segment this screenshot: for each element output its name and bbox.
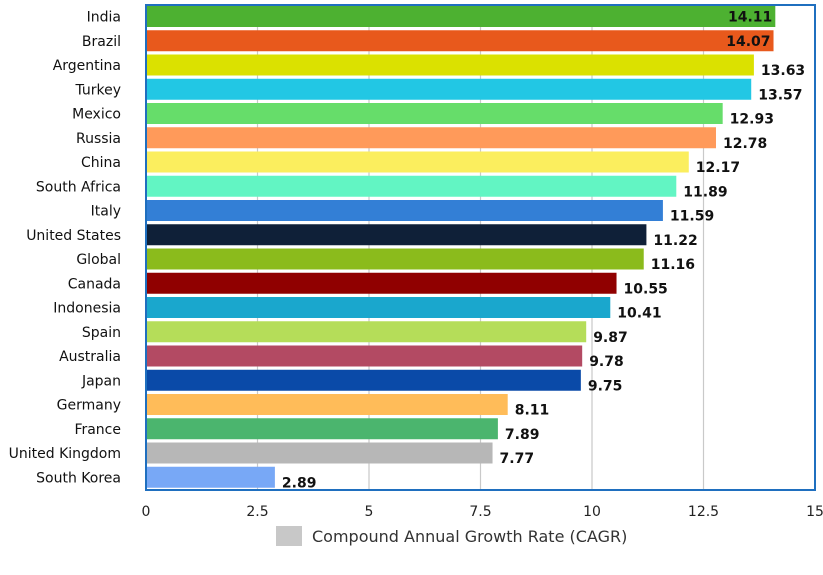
category-label-argentina: Argentina — [53, 58, 121, 74]
bar-canada[interactable] — [146, 272, 617, 294]
value-label-japan: 9.75 — [588, 378, 623, 394]
bar-global[interactable] — [146, 248, 644, 270]
category-label-south-korea: South Korea — [36, 470, 121, 486]
legend-label: Compound Annual Growth Rate (CAGR) — [312, 527, 627, 546]
bar-italy[interactable] — [146, 200, 663, 221]
category-label-spain: Spain — [82, 325, 121, 341]
bars — [146, 6, 776, 488]
category-label-japan: Japan — [81, 373, 121, 389]
bar-mexico[interactable] — [146, 103, 723, 124]
bar-spain[interactable] — [146, 321, 587, 343]
category-label-france: France — [74, 422, 121, 438]
bar-china[interactable] — [146, 151, 689, 173]
category-label-mexico: Mexico — [72, 107, 121, 123]
x-tick-label: 2.5 — [246, 504, 268, 520]
value-label-china: 12.17 — [696, 160, 740, 176]
category-label-brazil: Brazil — [82, 34, 121, 50]
category-label-russia: Russia — [76, 131, 121, 147]
value-label-russia: 12.78 — [723, 136, 767, 152]
value-label-argentina: 13.63 — [761, 63, 805, 79]
value-label-canada: 10.55 — [624, 281, 668, 297]
category-label-germany: Germany — [57, 398, 121, 414]
x-tick-label: 10 — [583, 504, 601, 520]
value-label-united-kingdom: 7.77 — [500, 451, 535, 467]
bar-russia[interactable] — [146, 127, 716, 149]
gridlines — [145, 5, 816, 490]
x-tick-label: 15 — [806, 504, 823, 520]
bar-australia[interactable] — [146, 345, 583, 367]
x-axis-ticks: 0 2.5 5 7.5 10 12.5 15 — [142, 504, 823, 520]
category-label-global: Global — [76, 252, 121, 268]
bar-united-kingdom[interactable] — [146, 442, 493, 464]
value-label-brazil: 14.07 — [726, 34, 770, 50]
value-label-germany: 8.11 — [515, 403, 550, 419]
value-label-south-korea: 2.89 — [282, 475, 317, 491]
bar-india[interactable] — [146, 6, 776, 27]
category-label-canada: Canada — [68, 276, 121, 292]
bar-united-states[interactable] — [146, 224, 647, 246]
value-label-italy: 11.59 — [670, 209, 714, 225]
bar-argentina[interactable] — [146, 54, 754, 76]
category-label-china: China — [81, 155, 121, 171]
value-label-mexico: 12.93 — [730, 112, 774, 128]
bar-south-africa[interactable] — [146, 175, 677, 197]
x-tick-label: 0 — [142, 504, 151, 520]
category-label-south-africa: South Africa — [36, 179, 121, 195]
x-tick-label: 5 — [365, 504, 374, 520]
legend-swatch — [276, 526, 302, 546]
bar-turkey[interactable] — [146, 78, 752, 100]
bar-south-korea[interactable] — [146, 466, 275, 488]
value-label-global: 11.16 — [651, 257, 695, 273]
legend[interactable]: Compound Annual Growth Rate (CAGR) — [276, 526, 627, 546]
category-label-italy: Italy — [91, 204, 121, 220]
category-label-united-kingdom: United Kingdom — [9, 446, 121, 462]
value-label-australia: 9.78 — [589, 354, 624, 370]
category-label-turkey: Turkey — [74, 82, 121, 98]
value-labels: 14.11 14.07 13.63 13.57 12.93 12.78 12.17 11.89… — [282, 10, 805, 492]
value-label-south-africa: 11.89 — [683, 184, 727, 200]
category-labels: India Brazil Argentina Turkey Mexico Russia Ch… — [9, 10, 121, 487]
value-label-indonesia: 10.41 — [617, 306, 661, 322]
value-label-united-states: 11.22 — [653, 233, 697, 249]
bar-germany[interactable] — [146, 394, 508, 415]
plot-area-border — [145, 4, 816, 491]
bar-brazil[interactable] — [146, 30, 774, 52]
bar-france[interactable] — [146, 418, 498, 440]
category-label-india: India — [87, 10, 121, 26]
category-label-indonesia: Indonesia — [53, 301, 121, 317]
value-label-turkey: 13.57 — [758, 87, 802, 103]
value-label-india: 14.11 — [728, 10, 772, 26]
x-tick-label: 7.5 — [469, 504, 491, 520]
x-tick-label: 12.5 — [688, 504, 719, 520]
category-label-australia: Australia — [59, 349, 121, 365]
bar-indonesia[interactable] — [146, 297, 611, 318]
bar-japan[interactable] — [146, 369, 581, 391]
category-label-united-states: United States — [26, 228, 121, 244]
value-label-spain: 9.87 — [593, 330, 628, 346]
value-label-france: 7.89 — [505, 427, 540, 443]
